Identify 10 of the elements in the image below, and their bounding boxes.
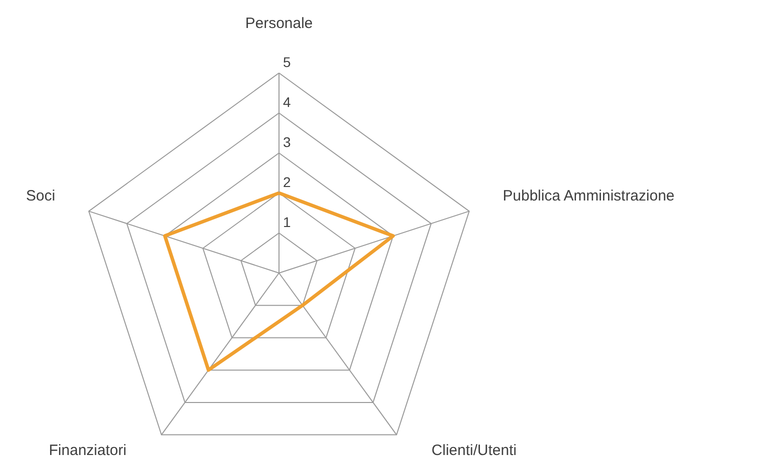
spoke-label: Clienti/Utenti [432, 442, 517, 459]
y-tick-label: 3 [283, 134, 291, 150]
spoke-label: Pubblica Amministrazione [502, 188, 675, 205]
y-tick-label: 1 [283, 214, 291, 230]
spoke-label: Personale [245, 15, 313, 32]
y-tick-label: 5 [283, 54, 291, 70]
spoke-label: Finanziatori [48, 442, 126, 459]
spoke-label: Soci [26, 188, 56, 205]
y-tick-label: 2 [283, 174, 291, 190]
y-tick-label: 4 [283, 94, 291, 110]
